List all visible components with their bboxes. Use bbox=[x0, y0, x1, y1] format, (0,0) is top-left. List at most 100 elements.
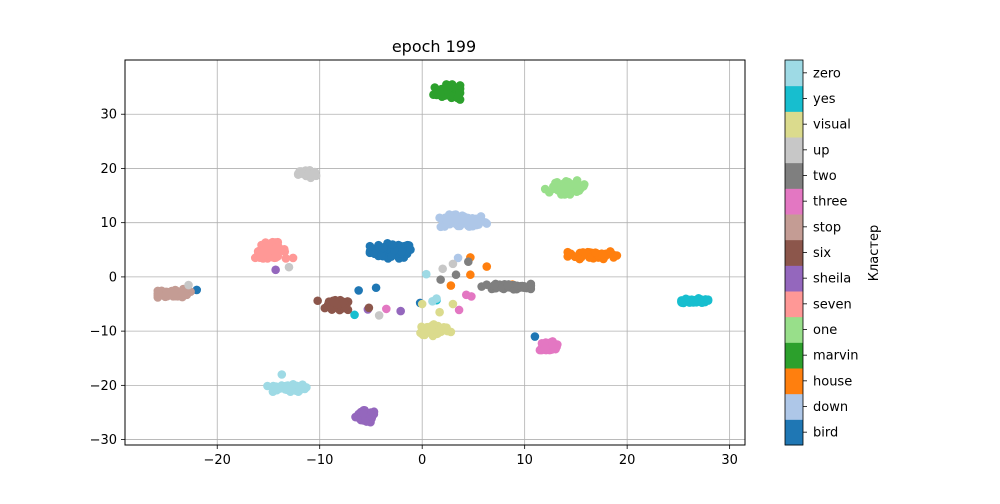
point-zero bbox=[295, 385, 305, 395]
point-bird bbox=[377, 251, 386, 260]
series-visual bbox=[416, 299, 458, 341]
colorbar-tick-label: seven bbox=[813, 297, 852, 312]
colorbar-segment bbox=[785, 188, 803, 215]
series-marvin bbox=[429, 80, 465, 104]
point-two bbox=[519, 282, 529, 291]
point-two bbox=[526, 279, 536, 289]
point-down bbox=[463, 217, 473, 227]
point-six bbox=[313, 296, 322, 306]
point-bird bbox=[397, 247, 406, 257]
point-seven bbox=[254, 248, 263, 258]
y-tick-label: 0 bbox=[109, 270, 117, 285]
series-three bbox=[382, 290, 562, 355]
point-two bbox=[489, 281, 499, 290]
x-tick-label: 20 bbox=[619, 453, 636, 468]
colorbar-segment bbox=[785, 214, 803, 241]
point-down bbox=[481, 218, 490, 227]
point-seven bbox=[271, 243, 281, 253]
colorbar-segment bbox=[785, 316, 803, 343]
colorbar-segment bbox=[785, 419, 803, 446]
point-three bbox=[467, 292, 476, 301]
point-three bbox=[547, 338, 556, 347]
point-two bbox=[436, 275, 445, 284]
series-house bbox=[446, 247, 622, 290]
series-bird bbox=[192, 238, 540, 341]
point-three bbox=[454, 305, 464, 315]
colorbar-tick-label: three bbox=[813, 195, 847, 210]
colorbar-tick-label: stop bbox=[813, 220, 841, 235]
point-two bbox=[482, 280, 492, 289]
point-down bbox=[449, 218, 459, 228]
point-three bbox=[540, 344, 550, 354]
point-house bbox=[466, 270, 475, 280]
point-bird bbox=[387, 252, 396, 261]
axes-frame bbox=[124, 59, 746, 446]
colorbar-segment bbox=[785, 265, 803, 292]
colorbar-tick-label: two bbox=[813, 169, 837, 184]
colorbar-tick-label: house bbox=[813, 374, 852, 389]
series-seven bbox=[250, 237, 298, 263]
series-down bbox=[435, 210, 492, 263]
point-visual bbox=[420, 330, 429, 340]
point-one bbox=[551, 178, 560, 188]
point-zero bbox=[274, 384, 283, 394]
point-house bbox=[609, 253, 618, 262]
point-sheila bbox=[271, 265, 280, 275]
series-yes bbox=[350, 294, 713, 320]
point-stop bbox=[168, 287, 178, 297]
y-tick-label: −10 bbox=[90, 325, 117, 340]
chart-title: epoch 199 bbox=[392, 37, 476, 56]
series-up bbox=[184, 165, 458, 320]
point-sheila bbox=[359, 409, 368, 418]
point-six bbox=[329, 298, 339, 307]
colorbar-tick-label: down bbox=[813, 400, 848, 415]
y-tick-label: 10 bbox=[100, 216, 117, 231]
point-one bbox=[565, 190, 575, 199]
point-two bbox=[464, 257, 473, 267]
point-house bbox=[563, 247, 573, 257]
colorbar-segment bbox=[785, 239, 803, 266]
point-marvin bbox=[455, 81, 465, 90]
point-yes bbox=[688, 298, 698, 307]
point-six bbox=[364, 303, 374, 313]
colorbar-tick-label: marvin bbox=[813, 349, 859, 364]
colorbar-segment bbox=[785, 60, 803, 87]
series-one bbox=[540, 176, 589, 199]
x-tick-label: −20 bbox=[204, 453, 231, 468]
point-six bbox=[339, 297, 348, 307]
x-tick-label: 30 bbox=[721, 453, 738, 468]
point-house bbox=[598, 249, 607, 259]
point-bird bbox=[406, 245, 415, 254]
colorbar-tick-label: up bbox=[813, 143, 830, 158]
point-marvin bbox=[444, 90, 454, 99]
point-marvin bbox=[436, 89, 445, 98]
colorbar-tick-label: yes bbox=[813, 92, 836, 107]
colorbar-segment bbox=[785, 137, 803, 164]
colorbar-segment bbox=[785, 162, 803, 189]
colorbar-tick-label: bird bbox=[813, 426, 838, 441]
point-visual bbox=[448, 299, 458, 309]
point-house bbox=[575, 254, 584, 264]
point-house bbox=[591, 248, 600, 257]
point-seven bbox=[281, 254, 291, 263]
point-up bbox=[184, 280, 193, 290]
series-stop bbox=[153, 284, 195, 302]
colorbar-segment bbox=[785, 291, 803, 318]
y-tick-label: 20 bbox=[100, 162, 117, 177]
colorbar-label: Кластер bbox=[867, 225, 882, 281]
point-yes bbox=[350, 310, 359, 320]
data-points bbox=[153, 80, 713, 427]
point-up bbox=[284, 262, 294, 272]
point-down bbox=[453, 253, 463, 263]
point-visual bbox=[429, 320, 439, 329]
point-sheila bbox=[396, 306, 405, 316]
colorbar: bird down house marvin one seven sheila six stop… bbox=[784, 59, 882, 446]
point-visual bbox=[442, 323, 451, 333]
point-zero bbox=[263, 381, 272, 391]
point-bird bbox=[354, 286, 363, 295]
point-bird bbox=[388, 240, 397, 249]
y-tick-label: 30 bbox=[100, 108, 117, 123]
point-up bbox=[310, 169, 320, 179]
colorbar-tick-label: one bbox=[813, 323, 837, 338]
